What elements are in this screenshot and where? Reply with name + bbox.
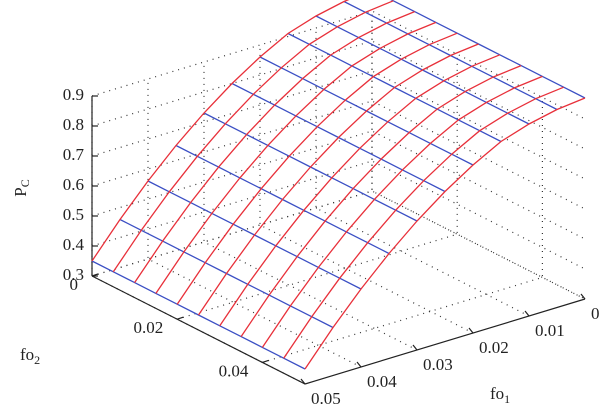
surface-line-y <box>219 54 501 327</box>
z-tick-label: 0.3 <box>63 265 84 284</box>
y-axis <box>91 275 306 385</box>
x-axis-label: fo1 <box>490 384 510 406</box>
z-tick-label: 0.5 <box>63 205 84 224</box>
grid-line <box>371 11 586 300</box>
x-tick-label: 0.02 <box>479 338 509 357</box>
x-tick-label: 0.01 <box>535 321 565 340</box>
surface-line-y <box>155 21 437 294</box>
surface-line-y <box>240 64 522 337</box>
x-tick <box>468 327 474 334</box>
x-label-sub: 1 <box>504 392 510 406</box>
grid-line <box>177 54 458 320</box>
x-tick <box>300 378 306 385</box>
grid-line <box>203 62 418 351</box>
z-label-text: P <box>11 187 30 196</box>
grid-line <box>91 160 586 270</box>
z-axis-label: PC <box>11 179 32 196</box>
y-tick-label: 0.02 <box>133 318 163 337</box>
x-label-text: fo <box>490 384 504 403</box>
x-tick <box>412 344 418 351</box>
grid-line <box>91 190 586 300</box>
surface-line-y <box>197 43 479 316</box>
surface-line-y <box>283 86 564 359</box>
grid-line <box>262 97 544 363</box>
y-tick-label: 0.04 <box>219 361 249 380</box>
y-tick-label: 0 <box>70 275 79 294</box>
surface-line-y <box>261 75 543 348</box>
z-tick-label: 0.6 <box>63 175 84 194</box>
z-tick-label: 0.7 <box>63 145 85 164</box>
x-tick-label: 0 <box>591 304 600 323</box>
x-tick <box>524 310 530 317</box>
surface-line-x <box>390 0 586 99</box>
y-tick <box>262 359 269 363</box>
y-tick <box>177 316 184 320</box>
y-axis-label: fo2 <box>20 345 40 367</box>
x-tick <box>580 293 586 300</box>
z-tick-label: 0.9 <box>63 85 84 104</box>
x-axis <box>304 298 586 385</box>
y-tick <box>91 273 99 277</box>
grid-line <box>91 130 586 240</box>
grid-line <box>91 11 373 277</box>
grid-line <box>315 28 530 317</box>
grid-line <box>91 40 586 150</box>
surface-line-y <box>91 0 350 262</box>
y-label-sub: 2 <box>34 353 40 367</box>
z-tick-label: 0.4 <box>63 235 85 254</box>
grid-line <box>91 100 586 210</box>
surface-line-y <box>112 0 394 273</box>
x-tick-label: 0.05 <box>311 389 341 408</box>
grid-line <box>91 70 586 180</box>
z-label-sub: C <box>18 179 32 187</box>
y-label-text: fo <box>20 345 34 364</box>
z-tick-label: 0.8 <box>63 115 84 134</box>
surface-line-y <box>176 32 458 305</box>
x-tick <box>356 361 362 368</box>
x-tick-label: 0.04 <box>367 372 397 391</box>
surface-line-y <box>304 97 586 370</box>
surface-line-y <box>134 10 415 283</box>
x-tick-label: 0.03 <box>423 355 453 374</box>
